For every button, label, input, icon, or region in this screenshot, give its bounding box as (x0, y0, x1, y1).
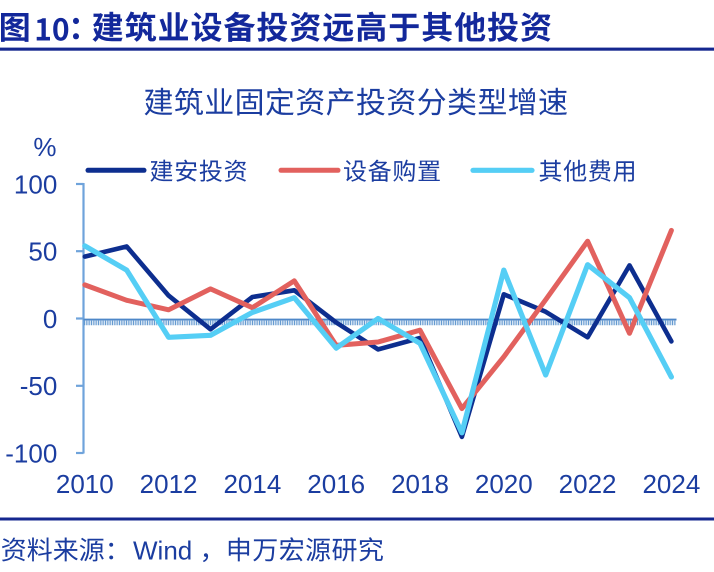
svg-text:2014: 2014 (223, 469, 281, 499)
svg-text:-50: -50 (20, 371, 58, 401)
svg-text:2012: 2012 (140, 469, 198, 499)
svg-text:2010: 2010 (56, 469, 114, 499)
svg-text:2022: 2022 (559, 469, 617, 499)
svg-text:%: % (33, 132, 56, 162)
svg-text:-100: -100 (5, 438, 57, 468)
svg-text:Wind: Wind (133, 536, 192, 566)
svg-text:100: 100 (14, 169, 57, 199)
svg-text:2020: 2020 (475, 469, 533, 499)
svg-text:2018: 2018 (391, 469, 449, 499)
svg-text:2016: 2016 (307, 469, 365, 499)
svg-text:50: 50 (28, 237, 57, 267)
svg-text:2024: 2024 (642, 469, 700, 499)
svg-text:0: 0 (43, 304, 57, 334)
